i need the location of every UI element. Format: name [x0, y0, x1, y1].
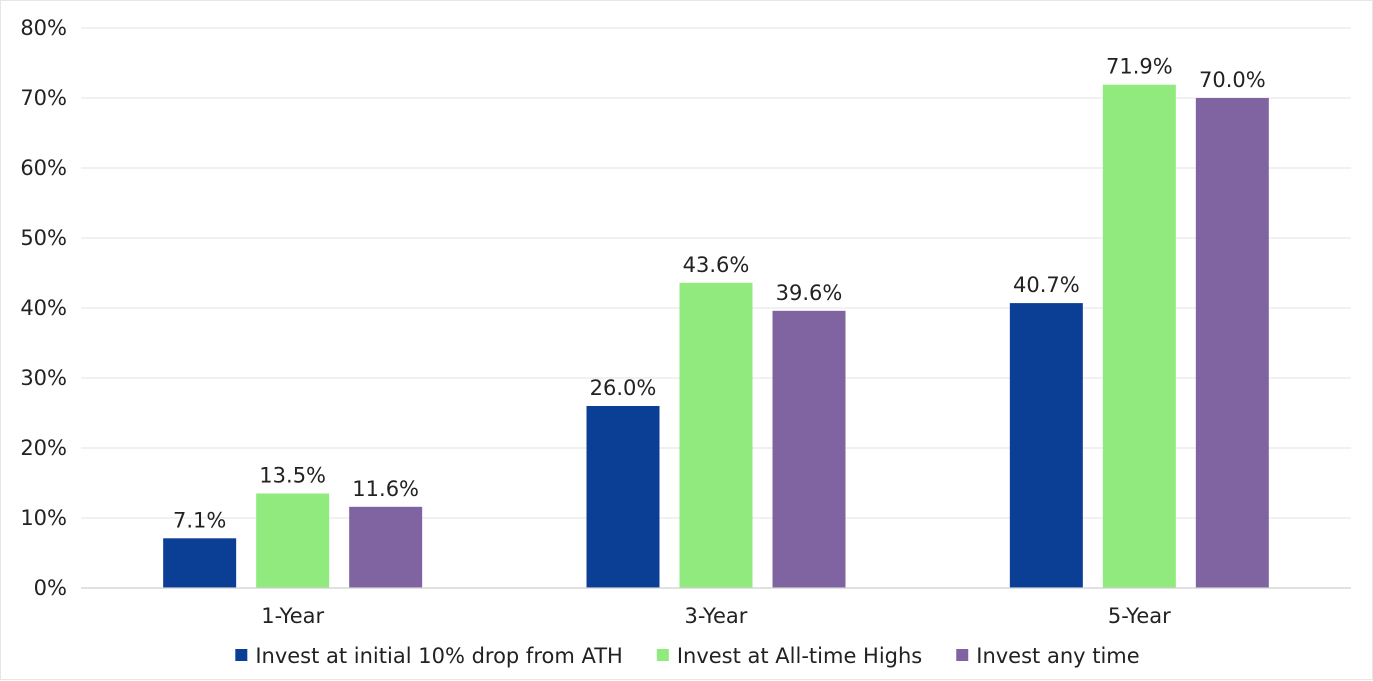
data-label: 71.9%	[1106, 55, 1173, 79]
legend: Invest at initial 10% drop from ATH Inves…	[235, 644, 1140, 668]
legend-label: Invest at initial 10% drop from ATH	[255, 644, 623, 668]
data-label: 7.1%	[173, 508, 226, 532]
data-label: 40.7%	[1013, 273, 1080, 297]
bars	[163, 84, 1269, 588]
y-tick-label: 30%	[20, 366, 67, 390]
bar-1-year-series-3	[349, 506, 423, 588]
legend-swatch	[235, 649, 248, 661]
y-tick-label: 50%	[20, 226, 67, 250]
y-tick-label: 40%	[20, 296, 67, 320]
legend-swatch	[956, 649, 969, 661]
y-tick-label: 20%	[20, 436, 67, 460]
x-tick-label: 3-Year	[685, 604, 748, 628]
bar-5-year-series-2	[1102, 84, 1176, 588]
y-tick-label: 10%	[20, 506, 67, 530]
y-tick-label: 80%	[20, 16, 67, 40]
data-label: 39.6%	[776, 281, 843, 305]
x-axis-tick-labels: 1-Year 3-Year 5-Year	[261, 604, 1171, 628]
y-tick-label: 60%	[20, 156, 67, 180]
data-label: 13.5%	[259, 464, 326, 488]
legend-label: Invest any time	[976, 644, 1139, 668]
bar-3-year-series-3	[772, 310, 846, 588]
data-label: 26.0%	[590, 376, 657, 400]
bar-3-year-series-2	[679, 282, 753, 588]
bar-5-year-series-3	[1195, 98, 1269, 588]
legend-label: Invest at All-time Highs	[677, 644, 922, 668]
data-label: 70.0%	[1199, 68, 1266, 92]
x-tick-label: 5-Year	[1108, 604, 1171, 628]
data-label: 11.6%	[352, 477, 419, 501]
bar-1-year-series-2	[256, 493, 330, 588]
y-axis-tick-labels: 0% 10% 20% 30% 40% 50% 60% 70% 80%	[20, 16, 67, 600]
x-tick-label: 1-Year	[261, 604, 324, 628]
legend-swatch	[656, 649, 669, 661]
data-labels: 7.1% 13.5% 11.6% 26.0% 43.6% 39.6% 40.7% 71.9% 7…	[173, 55, 1266, 533]
bar-3-year-series-1	[586, 406, 660, 588]
y-tick-label: 70%	[20, 86, 67, 110]
bar-1-year-series-1	[163, 538, 237, 588]
data-label: 43.6%	[683, 253, 750, 277]
bar-5-year-series-1	[1009, 303, 1083, 588]
y-tick-label: 0%	[34, 576, 67, 600]
